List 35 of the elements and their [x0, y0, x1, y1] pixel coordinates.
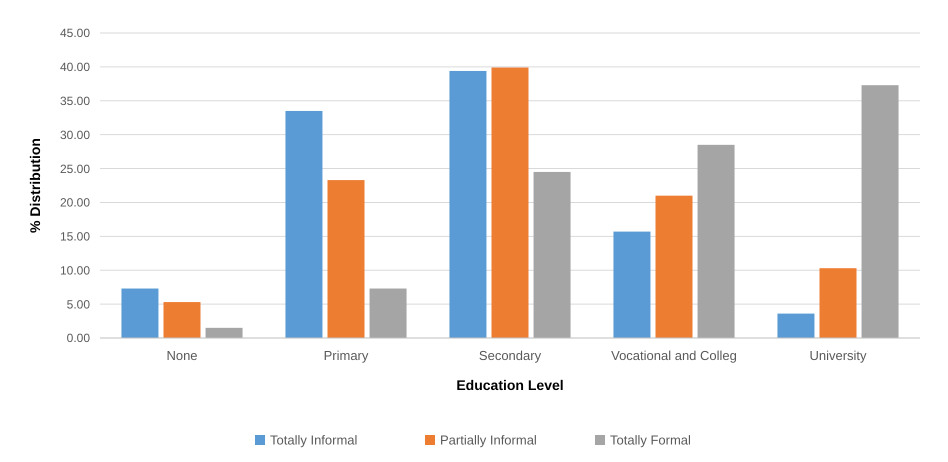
bar	[163, 302, 201, 338]
legend-label: Totally Informal	[270, 432, 358, 448]
y-tick-label: 20.00	[60, 196, 90, 210]
bar	[862, 85, 899, 338]
legend-label: Partially Informal	[440, 432, 537, 448]
bar	[655, 196, 692, 338]
bar	[613, 232, 650, 338]
x-tick-label: Secondary	[478, 348, 542, 363]
y-tick-label: 0.00	[66, 331, 90, 346]
bar	[285, 110, 322, 338]
bar	[370, 288, 407, 338]
bar	[206, 328, 243, 338]
y-tick-label: 35.00	[60, 94, 90, 108]
bar	[121, 288, 158, 338]
bar	[327, 180, 364, 338]
bar	[777, 314, 814, 338]
y-tick-label: 15.00	[60, 230, 90, 244]
y-tick-label: 25.00	[60, 162, 90, 176]
x-tick-label: Primary	[324, 348, 369, 363]
legend-label: Totally Formal	[610, 432, 692, 448]
x-tick-label: Vocational and Colleg	[611, 348, 737, 363]
bar	[819, 268, 856, 338]
y-tick-label: 45.00	[60, 26, 90, 40]
bar	[698, 144, 735, 338]
y-tick-label: 40.00	[60, 60, 90, 74]
y-axis-title: % Distribution	[27, 138, 43, 233]
y-tick-label: 10.00	[60, 263, 90, 278]
y-tick-label: 30.00	[60, 128, 90, 142]
bar	[534, 172, 571, 338]
x-axis-title: Education Level	[456, 377, 564, 393]
bar	[449, 70, 486, 338]
y-tick-label: 5.00	[66, 297, 90, 312]
bar	[491, 68, 528, 338]
x-tick-label: University	[809, 348, 868, 363]
x-tick-label: None	[166, 348, 198, 363]
